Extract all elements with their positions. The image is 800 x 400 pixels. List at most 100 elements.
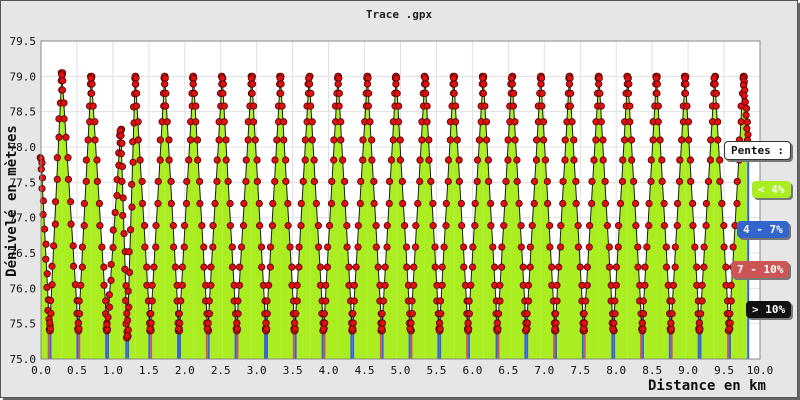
track-point	[138, 199, 147, 208]
track-point	[509, 102, 517, 110]
track-point	[442, 222, 450, 230]
track-point	[251, 136, 259, 144]
track-point	[485, 177, 493, 186]
y-tick-label: 76.0	[10, 282, 37, 295]
slope-area	[280, 76, 293, 359]
y-tick-label: 75.5	[10, 318, 37, 331]
track-point	[304, 74, 313, 82]
track-point	[570, 156, 578, 164]
track-point	[658, 156, 666, 164]
track-point	[632, 199, 640, 208]
track-point	[378, 310, 386, 318]
track-point	[668, 310, 676, 318]
track-point	[459, 243, 468, 251]
track-point	[134, 136, 142, 144]
track-point	[528, 222, 536, 230]
track-point	[176, 319, 184, 327]
track-point	[136, 156, 144, 164]
track-point	[507, 74, 515, 82]
x-tick-label: 8.0	[606, 364, 626, 377]
track-point	[603, 222, 611, 230]
track-point	[215, 136, 223, 144]
slope-area	[109, 129, 121, 359]
slope-area	[367, 76, 380, 359]
track-point	[537, 80, 545, 88]
track-point	[133, 89, 141, 97]
track-point	[609, 325, 617, 333]
track-point	[91, 118, 99, 126]
track-point	[348, 325, 356, 333]
y-tick-label: 75.0	[10, 353, 37, 366]
track-point	[686, 156, 695, 164]
x-tick-label: 7.0	[534, 364, 554, 377]
slope-area	[627, 76, 641, 359]
track-point	[436, 297, 445, 305]
track-point	[301, 156, 309, 164]
track-point	[561, 136, 569, 144]
track-point	[48, 262, 56, 270]
track-point	[742, 104, 751, 113]
x-tick-label: 7.5	[570, 364, 590, 377]
track-point	[198, 222, 206, 230]
track-point	[403, 263, 411, 271]
slope-area	[354, 76, 368, 359]
track-point	[654, 118, 662, 126]
track-point	[599, 156, 607, 164]
track-point	[625, 80, 633, 88]
track-point	[368, 136, 376, 144]
track-point	[487, 222, 495, 230]
track-point	[450, 89, 458, 97]
track-point	[626, 102, 634, 110]
track-point	[431, 263, 439, 271]
track-point	[647, 177, 655, 186]
track-point	[162, 102, 170, 110]
slope-area	[80, 76, 92, 359]
track-point	[460, 263, 468, 271]
track-point	[541, 156, 550, 164]
track-point	[180, 243, 188, 251]
track-point	[209, 243, 217, 251]
track-point	[175, 325, 183, 333]
track-point	[80, 222, 88, 230]
track-point	[707, 136, 715, 144]
track-point	[641, 263, 649, 271]
track-point	[330, 136, 338, 144]
track-point	[592, 136, 600, 144]
y-tick-label: 76.5	[10, 247, 37, 260]
track-point	[67, 220, 75, 228]
slope-area	[209, 76, 223, 359]
track-point	[113, 191, 121, 200]
track-point	[124, 326, 132, 334]
track-point	[295, 263, 303, 271]
track-points	[36, 69, 754, 342]
track-point	[524, 297, 533, 305]
y-axis-label: Dénivelé en mètres	[4, 125, 20, 277]
y-tick-label: 77.5	[10, 176, 37, 189]
chart-title: Trace .gpx	[366, 8, 433, 21]
track-point	[471, 222, 479, 230]
track-point	[129, 158, 137, 166]
track-point	[726, 310, 734, 318]
track-point	[427, 177, 435, 186]
track-point	[444, 156, 453, 164]
track-point	[266, 243, 275, 251]
track-point	[538, 102, 546, 110]
track-point	[498, 263, 506, 271]
x-tick-label: 1.0	[103, 364, 123, 377]
track-point	[123, 309, 131, 318]
track-point	[522, 325, 531, 333]
track-point	[697, 310, 705, 318]
track-point	[437, 310, 445, 318]
track-point	[681, 89, 690, 97]
x-axis-label: Distance en km	[648, 378, 766, 394]
slope-area	[325, 76, 338, 359]
track-point	[678, 136, 686, 144]
track-point	[163, 118, 171, 126]
track-point	[567, 89, 575, 97]
slope-area	[193, 76, 206, 359]
x-tick-label: 1.5	[139, 364, 159, 377]
x-tick-label: 4.5	[355, 364, 375, 377]
track-point	[82, 177, 90, 186]
track-point	[565, 80, 574, 88]
track-point	[277, 89, 285, 97]
